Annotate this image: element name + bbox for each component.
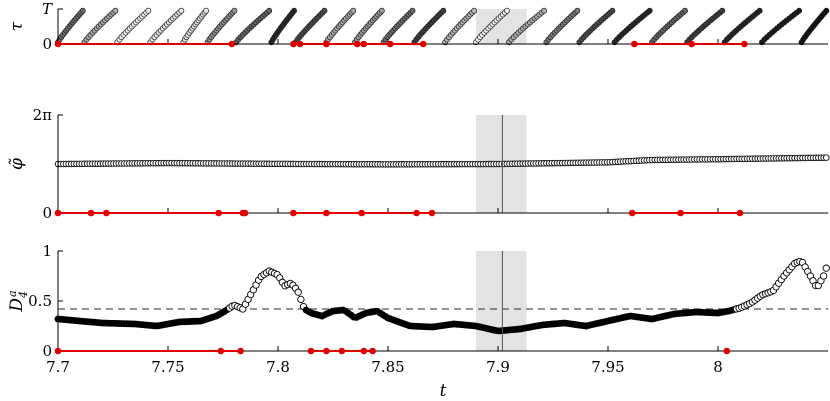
tau-point <box>145 7 152 14</box>
red-marker <box>215 209 222 217</box>
y-axis-label: φ̃ <box>7 158 27 170</box>
red-marker <box>323 209 330 217</box>
red-marker <box>54 209 62 217</box>
red-marker <box>688 40 695 48</box>
tau-point <box>409 7 416 14</box>
red-marker <box>631 40 638 48</box>
tau-point <box>503 7 510 14</box>
tau-point <box>178 7 185 14</box>
y-tick-label: 0 <box>42 35 52 53</box>
tau-point <box>756 7 763 14</box>
red-marker <box>369 347 376 355</box>
red-marker <box>413 209 420 217</box>
panel-phase: 0 2π φ̃ <box>7 106 830 222</box>
x-tick-label: 8 <box>713 358 723 376</box>
red-marker <box>358 209 365 217</box>
d4-point-above <box>819 272 828 280</box>
red-marker <box>428 209 436 217</box>
y-axis-label-sup: a <box>6 290 19 297</box>
red-marker <box>54 347 62 355</box>
red-marker <box>353 40 361 48</box>
tau-point <box>321 7 328 14</box>
red-marker <box>296 40 304 48</box>
red-marker <box>290 209 297 217</box>
tau-point <box>646 7 653 14</box>
x-tick-label: 7.95 <box>591 358 624 376</box>
red-marker <box>323 40 330 48</box>
x-axis-label: t <box>440 381 447 401</box>
red-marker <box>677 209 684 217</box>
red-marker <box>386 40 394 48</box>
y-tick-label: 0.5 <box>28 292 52 310</box>
y-axis-label: D4a <box>6 290 30 312</box>
x-tick-label: 7.7 <box>46 358 70 376</box>
red-marker <box>241 209 249 217</box>
tau-point <box>112 7 119 14</box>
y-tick-label: 2π <box>33 106 53 124</box>
y-axis-label: τ <box>7 21 27 31</box>
tau-point <box>609 7 616 14</box>
tau-point <box>574 7 581 14</box>
red-marker <box>54 40 62 48</box>
y-tick-label: 0 <box>42 204 52 222</box>
x-tick-label: 7.85 <box>371 358 404 376</box>
red-marker <box>360 347 368 355</box>
red-marker <box>736 209 744 217</box>
tau-point <box>350 7 357 14</box>
tau-point <box>79 7 86 14</box>
red-marker <box>103 209 110 217</box>
y-tick-label: T <box>42 0 53 18</box>
d4-point-above <box>297 295 305 304</box>
d4-point-above <box>294 288 302 296</box>
y-axis-label-sub: 4 <box>17 291 30 299</box>
red-marker <box>228 40 236 48</box>
tau-point <box>471 7 478 14</box>
y-tick-label: 1 <box>42 242 52 260</box>
x-tick-label: 7.9 <box>486 358 510 376</box>
red-marker <box>87 209 95 217</box>
red-marker <box>741 40 748 48</box>
red-marker <box>217 347 225 355</box>
red-marker <box>290 40 297 48</box>
tau-point <box>378 7 385 14</box>
tau-point <box>266 7 273 14</box>
red-marker <box>360 40 368 48</box>
x-tick-label: 7.8 <box>266 358 290 376</box>
tau-point <box>541 7 548 14</box>
phase-point <box>822 154 830 161</box>
panel-D4a: 0 0.5 1 D4a <box>6 242 830 360</box>
highlight-band <box>476 251 527 351</box>
red-marker <box>237 347 244 355</box>
tau-point <box>823 7 830 14</box>
d4-point-above <box>822 264 830 272</box>
red-marker <box>723 347 731 355</box>
panel-tau: 0 Tτ <box>7 0 830 53</box>
tau-point <box>719 7 726 14</box>
tau-point <box>203 7 210 14</box>
red-marker <box>307 347 315 355</box>
red-marker <box>628 209 636 217</box>
red-marker <box>323 347 330 355</box>
y-tick-label: 0 <box>42 342 52 360</box>
tau-point <box>440 7 447 14</box>
tau-point <box>682 7 688 14</box>
tau-point <box>796 7 803 14</box>
x-tick-label: 7.75 <box>151 358 184 376</box>
tau-point <box>291 7 298 14</box>
red-marker <box>338 347 346 355</box>
red-marker <box>419 40 427 48</box>
tau-point <box>231 7 238 14</box>
